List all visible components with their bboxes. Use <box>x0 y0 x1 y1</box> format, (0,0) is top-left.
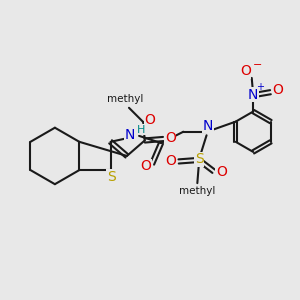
Text: S: S <box>195 152 204 167</box>
Text: H: H <box>137 125 146 135</box>
Text: O: O <box>240 64 250 78</box>
Text: N: N <box>248 88 258 102</box>
Text: methyl: methyl <box>107 94 144 104</box>
Text: O: O <box>216 165 227 179</box>
Text: +: + <box>256 82 264 92</box>
Text: O: O <box>273 83 283 98</box>
Text: N: N <box>125 128 135 142</box>
Text: O: O <box>165 131 176 146</box>
Text: O: O <box>144 113 155 127</box>
Text: N: N <box>202 119 213 133</box>
Text: −: − <box>252 60 262 70</box>
Text: O: O <box>140 159 151 173</box>
Text: S: S <box>107 169 116 184</box>
Text: methyl: methyl <box>179 186 215 196</box>
Text: O: O <box>165 154 176 168</box>
